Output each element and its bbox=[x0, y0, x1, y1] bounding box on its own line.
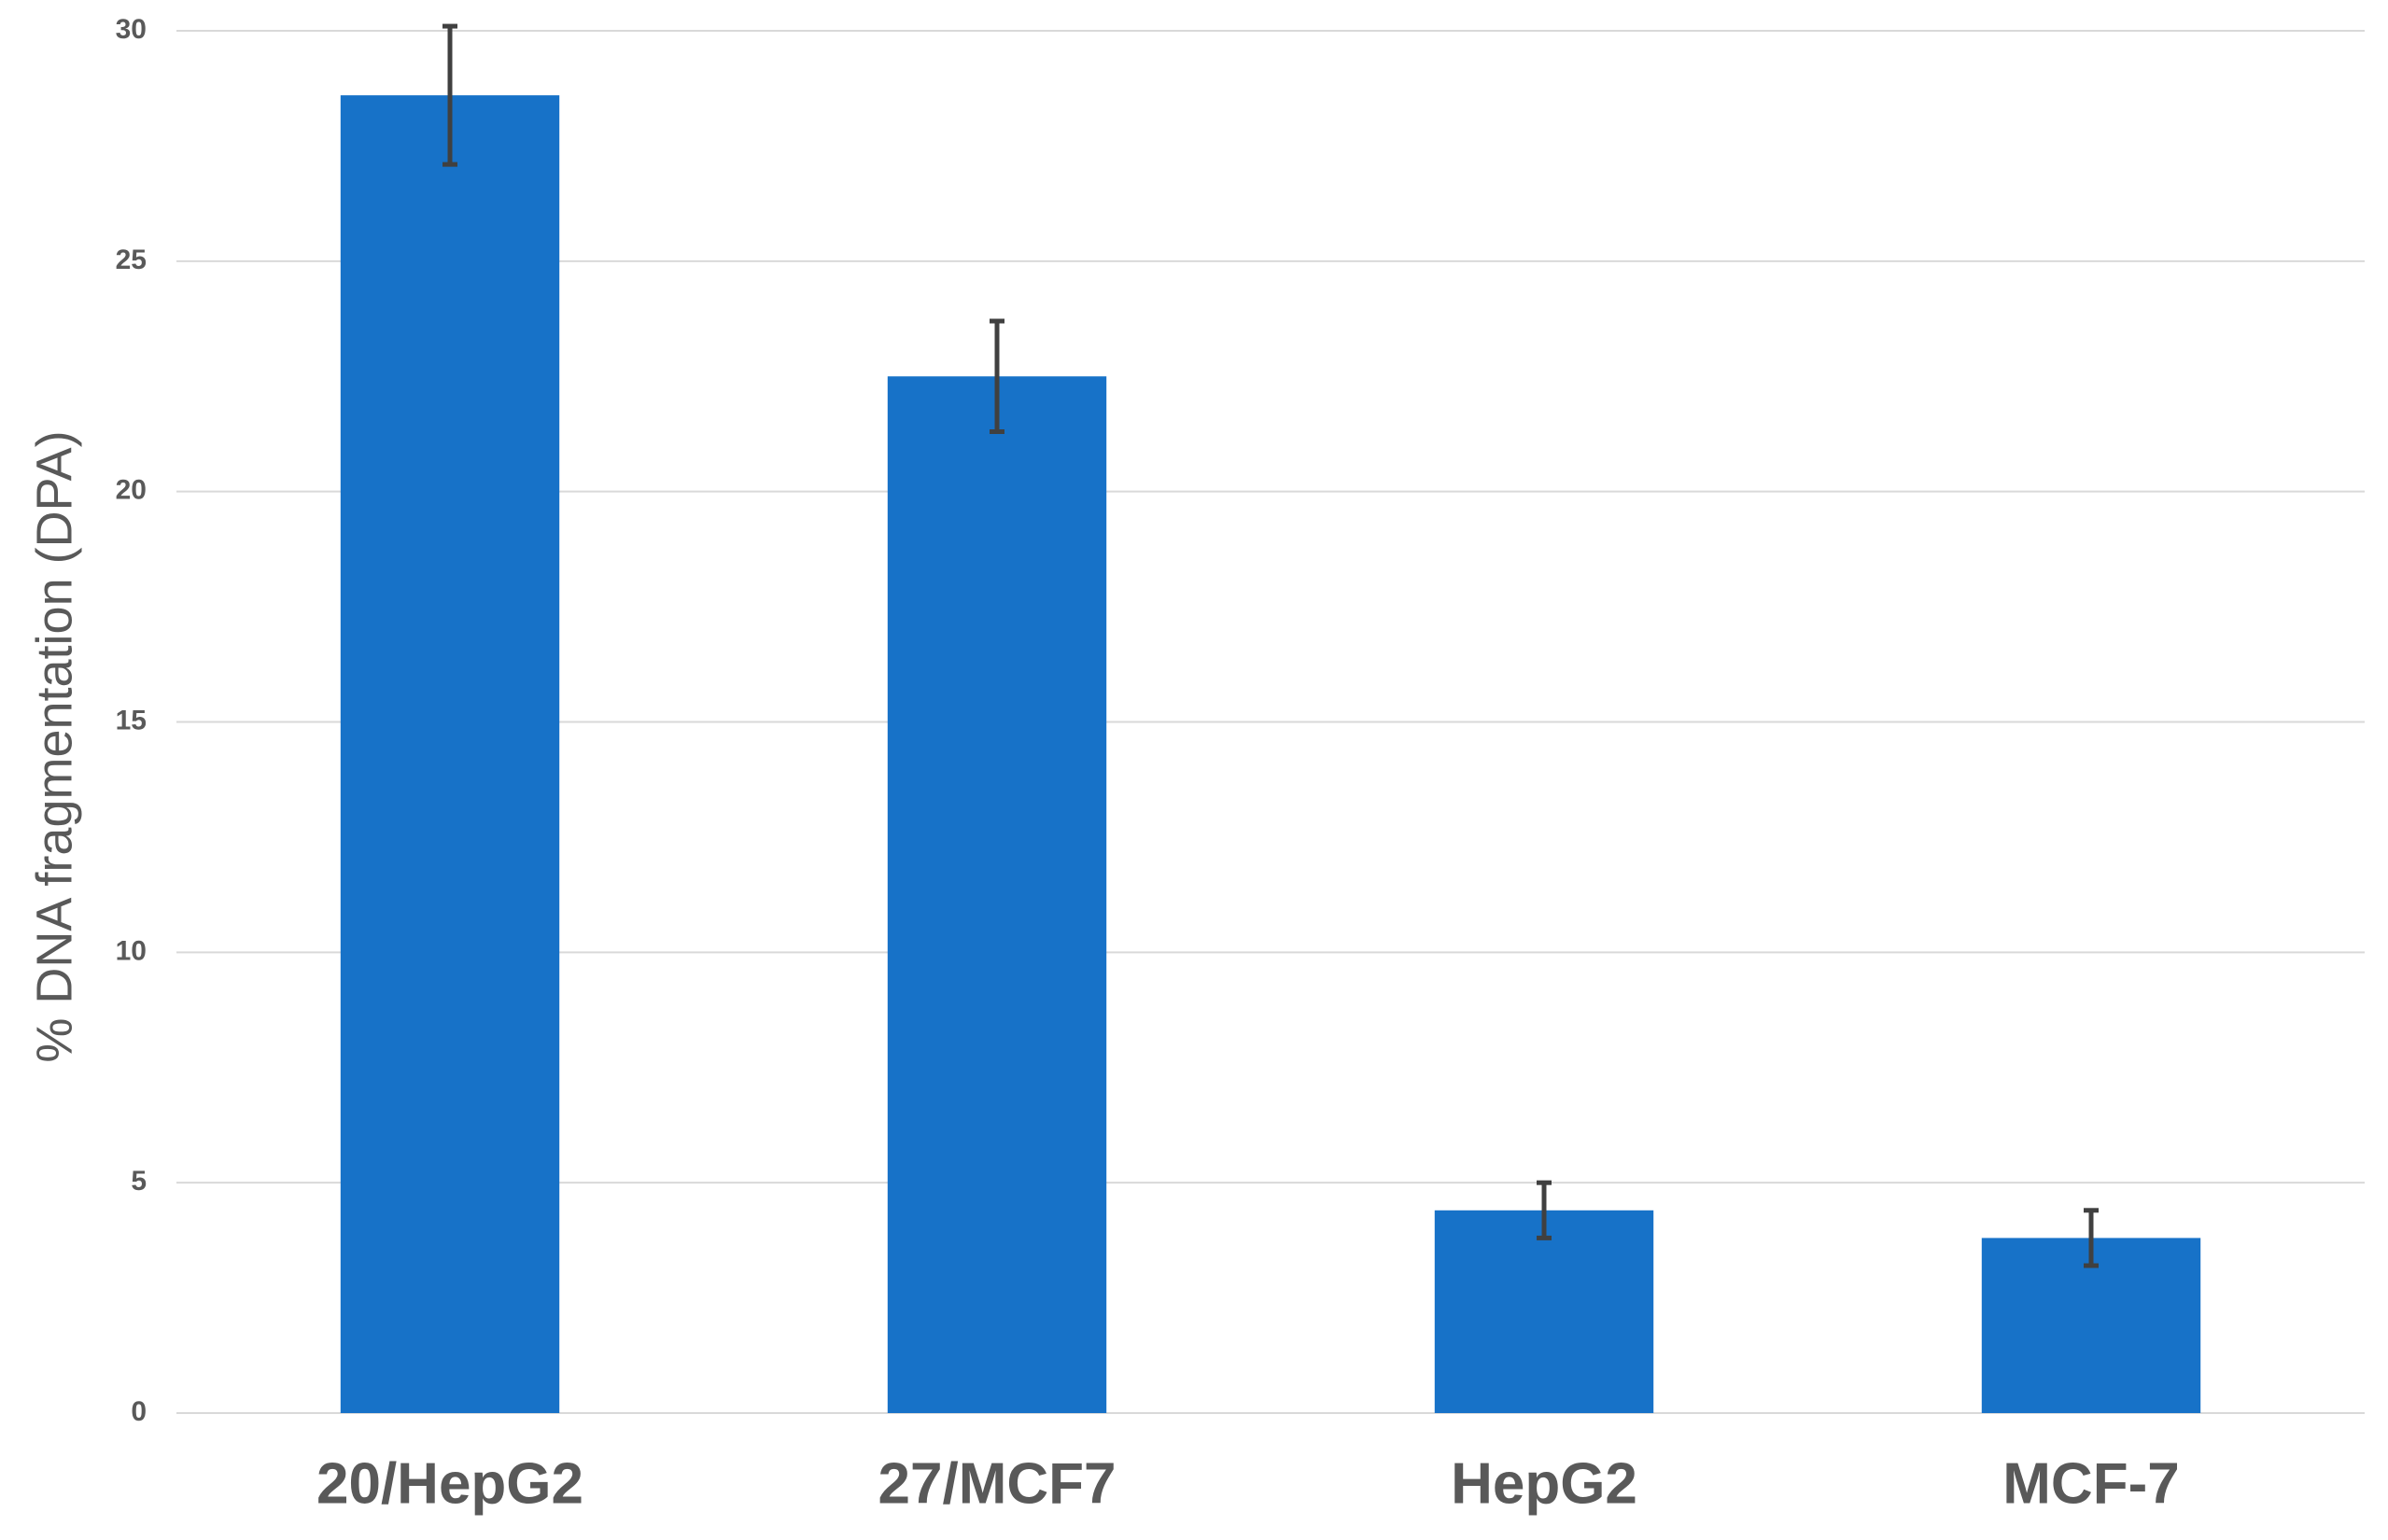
x-tick-label: HepG2 bbox=[1451, 1451, 1637, 1516]
x-tick-label: 20/HepG2 bbox=[316, 1451, 583, 1516]
bar bbox=[1434, 1210, 1654, 1413]
bar bbox=[340, 95, 560, 1414]
y-tick-label: 20 bbox=[116, 475, 147, 506]
error-bar bbox=[2084, 1208, 2099, 1268]
error-bar bbox=[442, 23, 457, 167]
y-tick-label: 15 bbox=[116, 705, 147, 735]
error-bar bbox=[1537, 1180, 1552, 1240]
y-tick-label: 30 bbox=[116, 14, 147, 45]
y-tick-label: 25 bbox=[116, 245, 147, 275]
y-axis-label: % DNA fragmentation (DPA) bbox=[26, 430, 82, 1062]
y-tick-label: 5 bbox=[131, 1166, 147, 1197]
y-tick-label: 0 bbox=[131, 1396, 147, 1427]
x-tick-label: 27/MCF7 bbox=[878, 1451, 1117, 1516]
error-bar bbox=[990, 318, 1004, 434]
x-tick-label: MCF-7 bbox=[2002, 1451, 2179, 1516]
y-tick-label: 10 bbox=[116, 935, 147, 966]
bar bbox=[887, 376, 1107, 1413]
